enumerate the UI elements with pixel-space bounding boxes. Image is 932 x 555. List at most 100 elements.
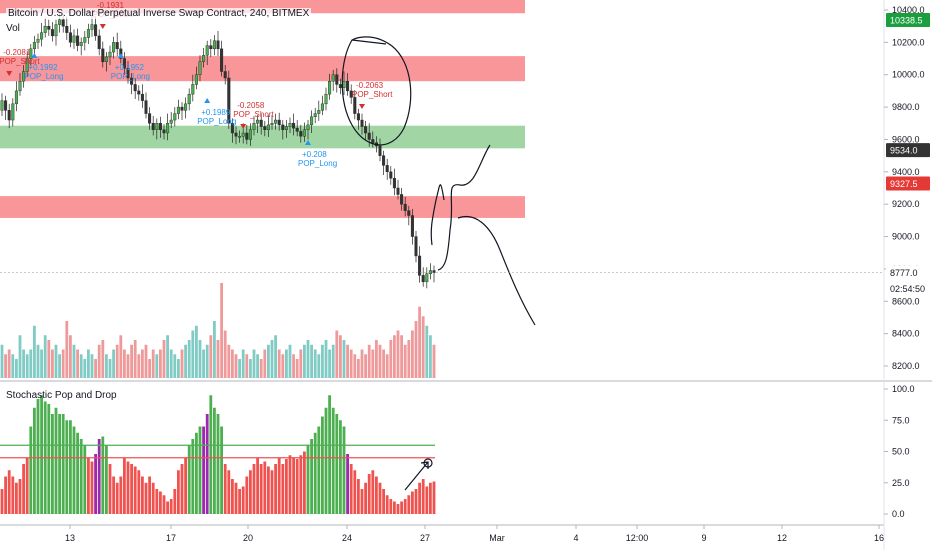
volume-bar — [76, 349, 79, 378]
time-tick-label: 24 — [342, 533, 352, 543]
candle-body — [349, 90, 353, 98]
volume-bar — [180, 349, 184, 378]
volume-bar — [144, 344, 148, 378]
price-tick-label: 9000.0 — [892, 232, 920, 242]
candle-body — [205, 45, 209, 56]
time-tick-label: 27 — [420, 533, 430, 543]
volume-bar — [396, 330, 400, 378]
stoch-bar — [270, 470, 274, 514]
candle-body — [194, 74, 198, 85]
stoch-bar — [22, 464, 25, 514]
candle-body — [122, 58, 126, 69]
volume-bar — [0, 344, 4, 378]
candle-body — [277, 119, 281, 126]
stoch-bar — [51, 414, 54, 514]
volume-bar — [223, 330, 227, 378]
volume-bar — [159, 349, 162, 378]
volume-bar — [241, 349, 245, 378]
signal-value: -0.2081 — [3, 48, 31, 57]
stoch-bar — [418, 482, 421, 514]
stoch-bar — [119, 476, 123, 514]
candle-body — [425, 273, 429, 283]
candle-body — [144, 100, 148, 114]
stoch-bar — [303, 451, 306, 514]
stoch-tick-label: 50.0 — [892, 447, 910, 457]
stoch-bar — [126, 461, 130, 514]
candle-body — [270, 123, 274, 126]
candle-body — [389, 171, 393, 179]
candle-body — [418, 255, 422, 276]
stoch-bar — [83, 445, 87, 514]
candle-body — [360, 119, 364, 127]
volume-bar — [389, 340, 393, 378]
volume-bar — [429, 335, 432, 378]
volume-bar — [295, 359, 299, 378]
candle-body — [162, 129, 166, 134]
volume-bar — [177, 359, 180, 378]
stoch-bar — [364, 482, 367, 514]
stoch-bar — [94, 454, 97, 514]
volume-bar — [209, 335, 213, 378]
volume-bar — [29, 349, 33, 378]
volume-bar — [87, 349, 90, 378]
volume-label: Vol — [6, 23, 20, 34]
stoch-bar — [76, 432, 79, 514]
candle-body — [86, 29, 90, 38]
candle-body — [241, 132, 245, 137]
signal-label: POP_Long — [111, 72, 150, 81]
stoch-bar — [4, 476, 7, 514]
volume-bar — [4, 354, 7, 378]
volume-bar — [371, 349, 375, 378]
candle-body — [356, 113, 360, 121]
volume-bar — [105, 354, 108, 378]
stoch-bar — [87, 457, 90, 514]
stoch-bar — [241, 486, 245, 514]
volume-bar — [270, 340, 274, 378]
stoch-bar — [378, 482, 382, 514]
stoch-bar — [169, 499, 173, 514]
stoch-bar — [403, 499, 407, 514]
stoch-bar — [148, 476, 151, 514]
stoch-bar — [25, 457, 29, 514]
stoch-bar — [249, 470, 252, 514]
volume-bar — [331, 344, 335, 378]
volume-bar — [342, 340, 346, 378]
candle-body — [155, 123, 159, 130]
stoch-bar — [54, 407, 58, 514]
signal-arrow — [31, 53, 38, 58]
stoch-bar — [324, 407, 328, 514]
stoch-bar — [79, 439, 83, 514]
stoch-bar — [411, 491, 414, 514]
time-tick-label: 17 — [166, 533, 176, 543]
signal-arrow — [359, 104, 365, 109]
stoch-bar — [205, 414, 209, 514]
stoch-bar — [342, 426, 346, 514]
volume-bar — [101, 340, 105, 378]
candle-body — [256, 119, 260, 124]
volume-bar — [166, 335, 169, 378]
volume-bar — [274, 335, 277, 378]
candle-body — [324, 93, 328, 105]
volume-bar — [61, 349, 65, 378]
candle-body — [58, 19, 62, 25]
stoch-bar — [274, 464, 277, 514]
stoch-bar — [180, 464, 184, 514]
stoch-bar — [400, 501, 403, 514]
price-tick-label: 9400.0 — [892, 167, 920, 177]
candle-body — [61, 19, 65, 27]
stoch-bar — [133, 466, 137, 514]
candle-body — [29, 48, 33, 59]
candle-body — [36, 38, 40, 43]
stoch-bar — [144, 482, 148, 514]
volume-bar — [393, 335, 396, 378]
candle-body — [400, 194, 404, 205]
candle-body — [180, 106, 184, 111]
stoch-bar — [310, 439, 313, 514]
candle-body — [342, 80, 346, 88]
drawing-arrow-circle — [423, 458, 433, 468]
volume-bar — [115, 344, 119, 378]
signal-label: POP_Short — [352, 90, 393, 99]
volume-layer — [0, 283, 436, 378]
candle-body — [65, 25, 69, 33]
